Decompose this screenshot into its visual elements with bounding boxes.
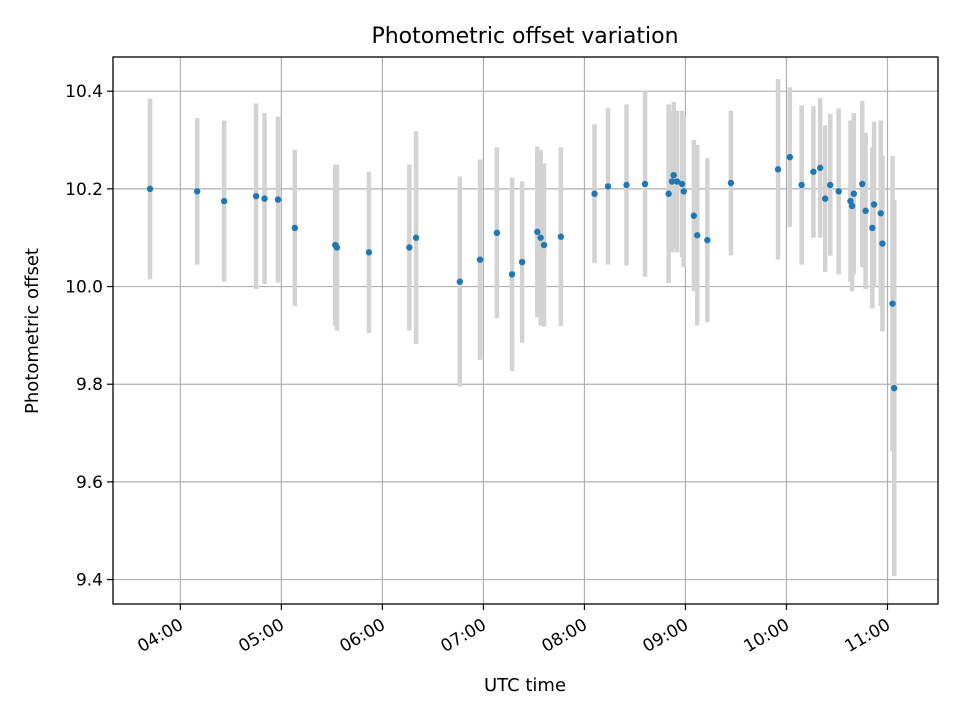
data-point	[537, 234, 544, 241]
plot-frame	[112, 56, 939, 605]
data-point	[891, 384, 898, 392]
data-point	[193, 188, 201, 195]
data-point	[816, 164, 824, 172]
data-point	[821, 195, 829, 202]
y-tick-label: 10.2	[65, 180, 103, 200]
data-point	[680, 188, 687, 195]
data-point	[493, 229, 501, 237]
data-point	[641, 180, 649, 188]
data-point	[798, 181, 805, 189]
data-point	[678, 180, 686, 188]
y-axis-ticks: 9.4 9.6 9.8 10.0 10.2 10.4	[65, 82, 113, 591]
data-point	[673, 178, 681, 185]
data-point	[850, 190, 858, 197]
data-point	[786, 153, 794, 161]
data-point	[518, 258, 526, 266]
y-axis-label: Photometric offset	[22, 248, 43, 414]
data-point	[252, 192, 260, 200]
data-point	[668, 178, 676, 185]
data-point	[848, 202, 856, 210]
data-point	[274, 196, 282, 203]
data-point	[869, 224, 876, 232]
data-point	[534, 228, 541, 236]
data-point	[406, 244, 413, 251]
data-point	[146, 185, 154, 193]
x-axis-label: UTC time	[484, 675, 566, 696]
data-point	[827, 181, 834, 189]
y-tick-label: 9.8	[76, 375, 103, 395]
data-point	[456, 278, 464, 285]
data-point	[333, 244, 341, 251]
data-point	[623, 181, 630, 189]
y-tick-label: 10.0	[65, 278, 103, 298]
data-point	[604, 183, 612, 190]
data-point	[690, 212, 698, 219]
data-point	[847, 197, 854, 205]
data-point	[704, 236, 711, 244]
data-point	[879, 240, 886, 247]
data-point	[774, 166, 782, 173]
data-point	[870, 201, 878, 208]
data-point	[291, 224, 299, 232]
data-point	[727, 179, 735, 187]
chart-title: Photometric offset variation	[371, 24, 678, 49]
y-tick-label: 10.4	[65, 82, 103, 102]
data-point	[412, 234, 420, 241]
data-point	[694, 232, 701, 239]
data-point	[591, 190, 598, 197]
data-point	[476, 256, 484, 263]
data-point	[365, 249, 373, 256]
data-point	[557, 233, 565, 240]
data-point	[859, 180, 866, 188]
data-point	[862, 207, 869, 215]
data-point	[810, 168, 817, 175]
y-tick-label: 9.4	[76, 571, 103, 591]
data-point	[261, 195, 268, 202]
data-point	[220, 197, 228, 205]
data-points	[146, 153, 898, 392]
data-point	[835, 188, 842, 195]
data-point	[889, 300, 896, 307]
data-point	[540, 241, 548, 249]
data-point	[877, 210, 884, 217]
data-point	[670, 171, 677, 179]
data-point	[665, 190, 672, 197]
y-tick-label: 9.6	[76, 473, 103, 493]
data-point	[508, 271, 516, 278]
